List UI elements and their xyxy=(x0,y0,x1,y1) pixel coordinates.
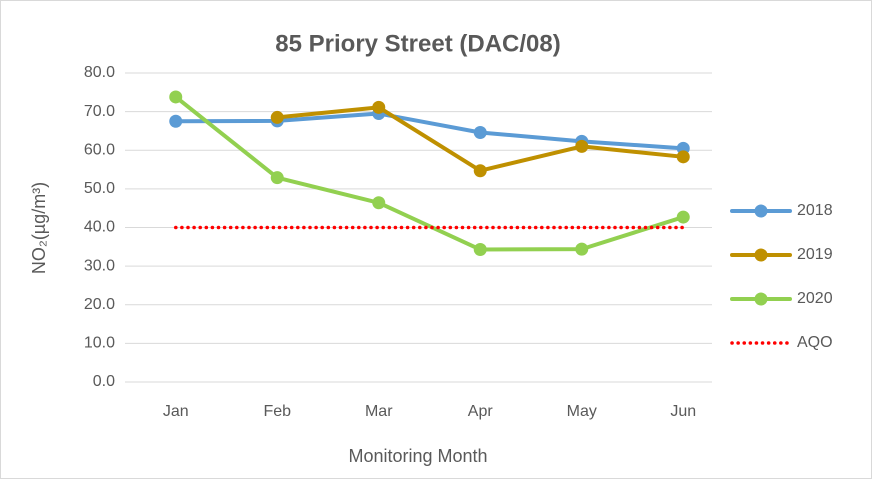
x-tick-label: Apr xyxy=(468,403,494,420)
x-tick-label: May xyxy=(567,403,597,420)
y-tick-label: 20.0 xyxy=(84,296,115,313)
legend-label: 2020 xyxy=(797,290,833,307)
marker xyxy=(473,164,487,178)
legend-marker xyxy=(754,204,768,218)
marker xyxy=(372,196,386,210)
legend-marker xyxy=(754,292,768,306)
marker xyxy=(270,110,284,124)
y-tick-label: 10.0 xyxy=(84,335,115,352)
x-tick-label: Mar xyxy=(365,403,393,420)
series-line xyxy=(173,94,686,252)
y-tick-label: 40.0 xyxy=(84,219,115,236)
y-tick-label: 0.0 xyxy=(93,373,115,390)
marker xyxy=(676,150,690,164)
x-tick-label: Feb xyxy=(263,403,291,420)
marker xyxy=(270,171,284,185)
x-tick-label: Jun xyxy=(670,403,696,420)
marker xyxy=(676,210,690,224)
y-tick-label: 60.0 xyxy=(84,141,115,158)
y-tick-label: 30.0 xyxy=(84,257,115,274)
y-tick-label: 70.0 xyxy=(84,103,115,120)
chart-title: 85 Priory Street (DAC/08) xyxy=(275,30,560,57)
legend-label: 2019 xyxy=(797,246,833,263)
series-line xyxy=(173,111,686,151)
y-tick-label: 80.0 xyxy=(84,64,115,81)
x-tick-label: Jan xyxy=(163,403,189,420)
marker xyxy=(169,114,183,128)
marker xyxy=(473,125,487,139)
x-axis-label: Monitoring Month xyxy=(348,446,487,466)
marker xyxy=(575,242,589,256)
y-axis-label: NO₂(µg/m³) xyxy=(29,182,49,274)
marker xyxy=(372,100,386,114)
legend-label: 2018 xyxy=(797,202,833,219)
y-tick-label: 50.0 xyxy=(84,180,115,197)
marker xyxy=(473,243,487,257)
legend-label: AQO xyxy=(797,334,833,351)
marker xyxy=(575,139,589,153)
legend-marker xyxy=(754,248,768,262)
marker xyxy=(169,90,183,104)
